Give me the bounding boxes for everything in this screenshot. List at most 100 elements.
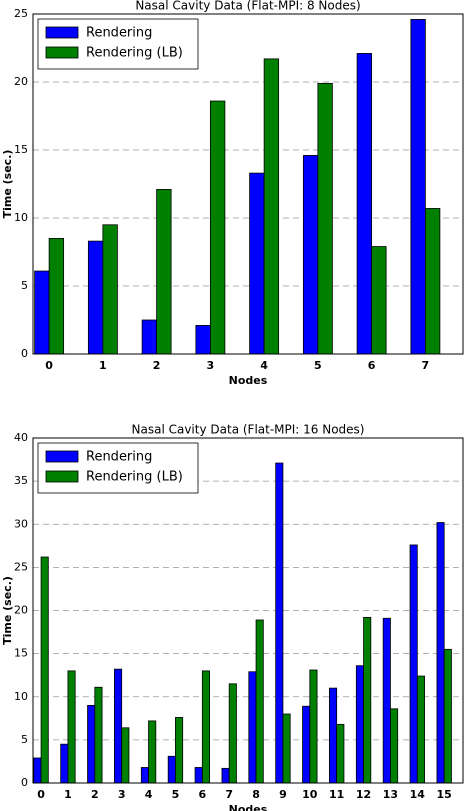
chart-title: Nasal Cavity Data (Flat-MPI: 8 Nodes)	[135, 0, 360, 13]
bar	[255, 619, 264, 784]
bar	[33, 757, 42, 784]
bar	[67, 670, 76, 784]
bar	[209, 100, 226, 355]
x-tick-label: 5	[172, 788, 180, 801]
x-tick-label: 3	[207, 359, 215, 372]
x-tick-label: 6	[198, 788, 206, 801]
x-tick-label: 1	[99, 359, 107, 372]
x-tick-label: 2	[153, 359, 161, 372]
bar	[424, 208, 441, 355]
bar	[390, 708, 399, 784]
x-tick-label: 1	[64, 788, 72, 801]
plot-frame	[32, 437, 464, 784]
legend-swatch	[45, 26, 79, 39]
x-tick-label: 4	[145, 788, 153, 801]
bar	[194, 767, 203, 784]
chart-title: Nasal Cavity Data (Flat-MPI: 16 Nodes)	[132, 423, 365, 437]
bar	[356, 53, 373, 355]
bar	[102, 224, 118, 355]
y-tick-label: 5	[21, 279, 28, 292]
y-tick-label: 5	[21, 733, 28, 746]
bar	[409, 544, 418, 784]
x-tick-label: 5	[314, 359, 322, 372]
bar	[275, 462, 284, 784]
x-tick-label: 15	[437, 788, 452, 801]
bar	[416, 675, 425, 784]
bar	[436, 522, 445, 784]
y-tick-label: 25	[14, 7, 28, 20]
bar	[156, 189, 172, 355]
y-tick-label: 40	[14, 431, 28, 444]
bar	[302, 705, 311, 784]
y-axis-label: Time (sec.)	[1, 150, 14, 219]
plot-frame	[32, 13, 464, 355]
bar	[87, 704, 96, 784]
bar	[201, 670, 210, 784]
bar	[48, 237, 65, 355]
bar	[317, 82, 333, 355]
x-tick-label: 7	[422, 359, 430, 372]
bar	[141, 319, 158, 355]
bar	[336, 723, 345, 784]
y-tick-label: 20	[14, 75, 28, 88]
bar	[355, 665, 364, 784]
legend-label: Rendering	[86, 450, 152, 465]
x-axis-label: Nodes	[229, 803, 268, 811]
bar	[167, 755, 176, 784]
y-tick-label: 25	[14, 560, 28, 573]
bar	[94, 686, 103, 784]
legend-swatch	[45, 450, 79, 463]
x-tick-label: 13	[383, 788, 398, 801]
x-tick-label: 8	[252, 788, 260, 801]
x-tick-label: 2	[91, 788, 99, 801]
bar	[410, 19, 426, 355]
x-tick-label: 6	[368, 359, 376, 372]
bar	[282, 713, 291, 784]
legend-label: Rendering	[86, 26, 152, 41]
y-tick-label: 10	[14, 690, 28, 703]
bar	[302, 155, 319, 355]
bar	[148, 720, 157, 784]
x-tick-label: 12	[356, 788, 371, 801]
legend-swatch	[45, 46, 79, 59]
x-tick-label: 4	[260, 359, 268, 372]
y-tick-label: 0	[21, 347, 28, 360]
y-tick-label: 0	[21, 776, 28, 789]
bar	[195, 325, 211, 355]
bar	[248, 671, 257, 784]
bar	[249, 172, 265, 355]
bar	[329, 687, 338, 784]
bar	[87, 240, 104, 355]
y-tick-label: 20	[14, 604, 28, 617]
y-tick-label: 10	[14, 211, 28, 224]
x-tick-label: 7	[225, 788, 233, 801]
x-tick-label: 9	[279, 788, 287, 801]
bar	[371, 246, 387, 355]
bar	[363, 617, 372, 784]
bar	[443, 648, 452, 784]
bar	[34, 270, 50, 355]
legend-label: Rendering (LB)	[86, 470, 183, 485]
x-tick-label: 0	[37, 788, 45, 801]
y-tick-label: 15	[14, 647, 28, 660]
x-tick-label: 0	[45, 359, 53, 372]
bar	[140, 767, 149, 784]
y-tick-label: 35	[14, 474, 28, 487]
bar	[40, 556, 49, 784]
x-tick-label: 11	[329, 788, 344, 801]
bar	[175, 717, 184, 784]
bar	[263, 58, 280, 355]
bar	[221, 767, 230, 784]
legend-label: Rendering (LB)	[86, 46, 183, 61]
x-tick-label: 10	[302, 788, 318, 801]
bar	[382, 617, 391, 784]
bar	[121, 727, 130, 784]
y-tick-label: 30	[14, 517, 28, 530]
bar	[114, 668, 123, 784]
y-tick-label: 15	[14, 143, 28, 156]
x-tick-label: 14	[410, 788, 426, 801]
bar	[309, 669, 318, 784]
bar	[60, 743, 69, 784]
y-axis-label: Time (sec.)	[1, 576, 14, 645]
